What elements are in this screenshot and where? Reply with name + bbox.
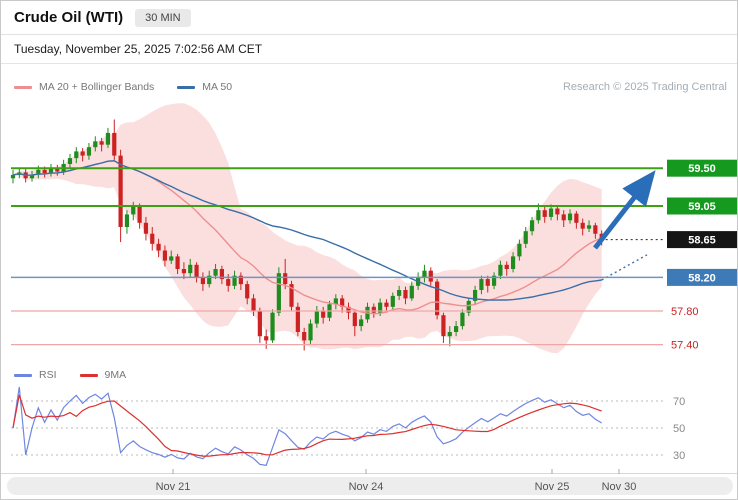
price-levels: 59.50 59.05 58.65 58.20 57.80 57.40: [11, 159, 737, 352]
rsi-legend: RSI 9MA: [14, 369, 142, 381]
time-axis: Nov 21 Nov 24 Nov 25 Nov 30: [1, 469, 737, 495]
time-axis-label: Nov 30: [602, 481, 637, 493]
rsi-ma-swatch: [79, 373, 98, 377]
indicator-legend: MA 20 + Bollinger Bands MA 50: [14, 81, 248, 93]
ma50-swatch: [177, 85, 196, 89]
rsi-legend-label: RSI: [39, 369, 57, 381]
moving-averages: [12, 160, 648, 315]
price-level-label: 58.20: [688, 272, 716, 284]
instrument-title: Crude Oil (WTI): [14, 9, 124, 26]
price-level-box: [667, 159, 737, 177]
rsi-ma-legend-label: 9MA: [104, 369, 127, 381]
price-level-box: [667, 197, 737, 215]
ma20-legend-label: MA 20 + Bollinger Bands: [39, 81, 155, 93]
bollinger-band: [13, 103, 602, 354]
ma50-line: [12, 160, 602, 301]
rsi-gridline-label: 70: [673, 396, 685, 408]
rsi-swatch: [14, 373, 32, 377]
timeframe-badge[interactable]: 30 MIN: [135, 8, 191, 27]
price-level-label: 59.50: [688, 163, 716, 175]
rsi-gridline-label: 30: [673, 450, 685, 462]
separator-line: [1, 63, 737, 64]
header: Crude Oil (WTI) 30 MIN: [1, 1, 737, 35]
chart-timestamp: Tuesday, November 25, 2025 7:02:56 AM CE…: [14, 42, 263, 56]
forecast-arrow: [593, 170, 656, 250]
price-level-box: [667, 268, 737, 286]
research-watermark: Research © 2025 Trading Central: [562, 81, 727, 93]
price-level-label: 58.65: [688, 235, 716, 247]
time-axis-label: Nov 24: [349, 481, 384, 493]
rsi-panel: 70 50 30: [11, 386, 685, 466]
ma20-swatch: [14, 85, 32, 89]
rsi-line: [12, 386, 603, 466]
rsi-ma-line: [12, 394, 602, 457]
ma50-projection: [601, 254, 648, 281]
time-axis-label: Nov 21: [156, 481, 191, 493]
time-axis-label: Nov 25: [535, 481, 570, 493]
price-level-label: 59.05: [688, 201, 716, 213]
price-level-box: [667, 231, 737, 249]
ma50-legend-label: MA 50: [202, 81, 233, 93]
price-level-label: 57.40: [671, 340, 699, 352]
price-level-label: 57.80: [671, 306, 699, 318]
rsi-gridline-label: 50: [673, 423, 685, 435]
axis-scrollbar[interactable]: [7, 477, 733, 495]
